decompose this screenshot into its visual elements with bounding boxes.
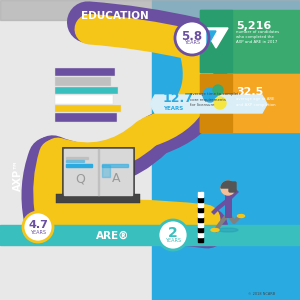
- Bar: [198, 212, 203, 217]
- Text: YEARS: YEARS: [165, 238, 181, 242]
- Bar: [198, 237, 203, 242]
- Bar: [62, 147, 134, 197]
- Text: average time to complete
core requirements
for licensure: average time to complete core requiremen…: [190, 92, 241, 107]
- Circle shape: [158, 220, 188, 250]
- Circle shape: [214, 97, 226, 109]
- Bar: [198, 202, 203, 207]
- FancyBboxPatch shape: [229, 182, 236, 192]
- Bar: [200, 74, 300, 132]
- Bar: [64, 149, 132, 195]
- Ellipse shape: [238, 214, 244, 218]
- Bar: [198, 207, 203, 212]
- Bar: [0, 0, 300, 20]
- Text: YEARS: YEARS: [163, 106, 183, 110]
- Text: Q: Q: [75, 172, 85, 185]
- Bar: [198, 217, 203, 222]
- Text: number of candidates
who completed the
AXP and ARE in 2017: number of candidates who completed the A…: [236, 30, 279, 44]
- Text: 4.7: 4.7: [28, 220, 48, 230]
- Bar: [200, 10, 232, 72]
- Circle shape: [203, 88, 217, 102]
- Bar: [198, 192, 203, 197]
- Text: 5,216: 5,216: [236, 21, 271, 31]
- Circle shape: [213, 85, 223, 95]
- Bar: [55, 113, 117, 122]
- Wedge shape: [221, 181, 235, 188]
- Text: average age at ARE
and AXP completion: average age at ARE and AXP completion: [236, 98, 276, 106]
- Bar: [55, 105, 121, 112]
- Bar: [102, 165, 110, 177]
- Text: 2: 2: [168, 226, 178, 240]
- Text: EDUCATION: EDUCATION: [81, 11, 149, 21]
- Polygon shape: [204, 28, 228, 48]
- Circle shape: [175, 21, 209, 55]
- Bar: [66, 157, 88, 159]
- Text: YEARS: YEARS: [184, 40, 200, 46]
- Bar: [152, 0, 300, 300]
- Polygon shape: [207, 31, 216, 47]
- Text: ARE®: ARE®: [96, 231, 130, 241]
- Bar: [56, 194, 140, 203]
- Bar: [198, 197, 203, 202]
- Bar: [55, 95, 113, 104]
- Circle shape: [23, 212, 53, 242]
- Text: AXP™: AXP™: [13, 159, 23, 191]
- Text: 12.7: 12.7: [163, 92, 194, 104]
- Bar: [200, 74, 232, 132]
- Text: 32.5: 32.5: [236, 87, 263, 97]
- Text: © 2018 NCARB: © 2018 NCARB: [248, 292, 276, 296]
- Ellipse shape: [211, 229, 219, 232]
- Text: A: A: [112, 172, 120, 185]
- Bar: [198, 232, 203, 237]
- Bar: [198, 222, 203, 227]
- Bar: [198, 227, 203, 232]
- Bar: [102, 164, 128, 167]
- Bar: [98, 149, 99, 195]
- Bar: [200, 10, 300, 72]
- Bar: [0, 225, 300, 245]
- Polygon shape: [150, 95, 267, 113]
- Bar: [55, 68, 115, 76]
- Text: YEARS: YEARS: [30, 230, 46, 235]
- Bar: [55, 77, 111, 86]
- Bar: [55, 87, 118, 94]
- Text: 5.8: 5.8: [182, 29, 203, 43]
- Circle shape: [221, 181, 235, 195]
- Bar: [66, 160, 84, 162]
- Ellipse shape: [218, 228, 238, 232]
- Bar: [66, 164, 92, 167]
